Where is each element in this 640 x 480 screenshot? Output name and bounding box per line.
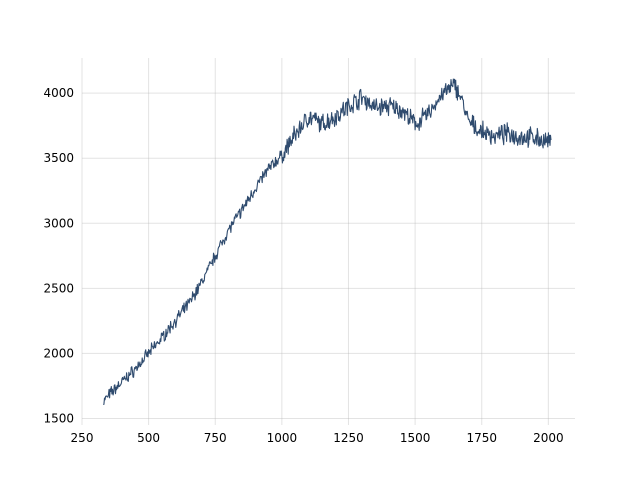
series-layer [102,78,552,405]
y-tick-label: 2500 [43,281,74,295]
y-tick-label: 2000 [43,346,74,360]
series-line [102,78,552,405]
x-tick-label: 500 [137,431,160,445]
grid [81,58,575,425]
x-tick-label: 750 [204,431,227,445]
y-tick-label: 3000 [43,216,74,230]
x-tick-label: 1500 [400,431,431,445]
y-tick-label: 1500 [43,411,74,425]
x-tick-label: 2000 [533,431,564,445]
y-tick-label: 4000 [43,86,74,100]
x-tick-label: 1000 [267,431,298,445]
y-tick-label: 3500 [43,151,74,165]
x-tick-label: 1750 [466,431,497,445]
x-tick-label: 1250 [333,431,364,445]
x-tick-label: 250 [71,431,94,445]
tick-labels: 250 500 750 1000 1250 1500 1750 2000 1500 2000 250… [43,86,563,445]
